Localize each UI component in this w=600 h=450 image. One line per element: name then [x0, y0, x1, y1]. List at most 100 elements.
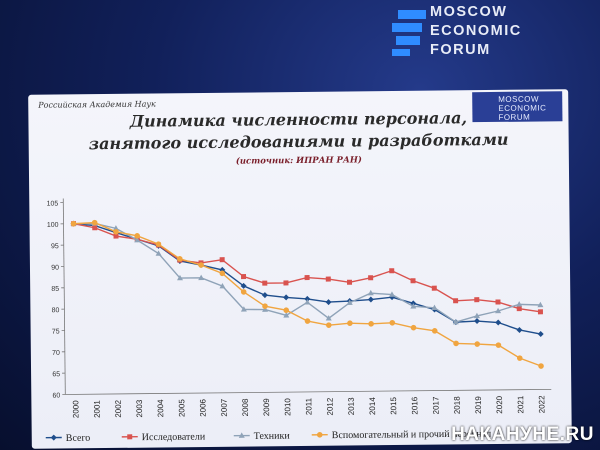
y-tick-label: 90: [51, 265, 59, 272]
y-tick-label: 85: [51, 286, 59, 293]
x-tick-label: 2004: [156, 399, 165, 417]
x-tick-label: 2009: [262, 398, 271, 416]
forum-logo-line3: FORUM: [430, 42, 491, 58]
x-tick-label: 2000: [71, 400, 80, 418]
x-tick-label: 2012: [326, 397, 335, 415]
legend-label-researchers: Исследователи: [142, 431, 206, 443]
data-point-technicians: [537, 301, 544, 308]
data-point-support: [134, 233, 140, 239]
data-point-researchers: [241, 274, 247, 280]
data-point-support: [495, 342, 502, 348]
data-point-total: [495, 319, 502, 326]
legend-label-technicians: Техники: [254, 431, 291, 442]
legend-marker-technicians: [238, 432, 245, 438]
data-point-total: [367, 296, 374, 303]
data-point-support: [198, 262, 204, 268]
data-point-researchers: [113, 233, 119, 239]
data-point-support: [325, 322, 332, 328]
data-point-support: [113, 228, 119, 235]
x-tick-label: 2002: [114, 399, 123, 417]
y-tick-label: 105: [47, 201, 59, 208]
data-point-technicians: [495, 307, 502, 314]
data-point-technicians: [346, 299, 353, 305]
data-point-researchers: [368, 275, 374, 281]
x-tick-label: 2017: [431, 396, 440, 414]
data-point-technicians: [112, 225, 119, 231]
x-tick-label: 2019: [474, 396, 483, 414]
y-tick-label: 95: [51, 243, 59, 250]
x-tick-label: 2005: [177, 399, 186, 417]
data-point-technicians: [155, 250, 162, 256]
legend-marker-total: [50, 434, 57, 441]
data-point-support: [410, 324, 417, 331]
presentation-slide: Российская Академия Наук MOSCOW ECONOMIC…: [28, 89, 572, 449]
data-point-technicians: [283, 312, 290, 318]
data-point-total: [516, 326, 523, 333]
forum-logo-line1: MOSCOW: [430, 4, 508, 20]
data-point-technicians: [198, 274, 205, 281]
y-tick-label: 60: [52, 393, 60, 400]
data-point-support: [538, 363, 544, 369]
x-tick-label: 2011: [304, 397, 313, 415]
data-point-researchers: [410, 278, 416, 284]
x-tick-label: 2006: [198, 398, 207, 416]
data-point-researchers: [537, 309, 543, 315]
data-point-support: [431, 328, 438, 334]
data-point-technicians: [410, 303, 417, 309]
data-point-technicians: [304, 299, 311, 305]
forum-logo-line2: ECONOMIC: [430, 23, 522, 39]
x-tick-label: 2018: [453, 396, 462, 414]
data-point-support: [368, 321, 374, 327]
data-point-researchers: [219, 257, 225, 263]
data-point-total: [240, 282, 247, 289]
data-point-researchers: [431, 285, 437, 291]
forum-logo: MOSCOW ECONOMIC FORUM: [392, 4, 592, 62]
data-point-researchers: [283, 280, 289, 286]
data-point-support: [70, 220, 77, 227]
x-tick-label: 2007: [220, 398, 229, 416]
data-point-technicians: [516, 301, 523, 307]
legend-label-support: Вспомогательный и прочий персонал: [332, 429, 492, 442]
data-point-total: [304, 295, 311, 302]
data-point-support: [453, 340, 459, 347]
y-tick-label: 100: [47, 222, 59, 229]
y-axis-line: [62, 198, 66, 395]
x-tick-label: 2001: [93, 400, 102, 418]
data-point-total: [537, 331, 544, 338]
data-point-support: [304, 318, 311, 324]
x-tick-label: 2015: [389, 396, 398, 414]
data-point-technicians: [134, 236, 141, 243]
data-point-support: [283, 307, 290, 314]
data-point-technicians: [240, 306, 247, 312]
data-point-support: [155, 241, 162, 247]
data-point-total: [261, 292, 268, 299]
legend-label-total: Всего: [66, 433, 91, 444]
line-chart: 60 65 70 75 80 85 90 95 100 105 2000 2001 2002 2003 20…: [45, 198, 552, 444]
data-point-researchers: [262, 280, 268, 286]
x-tick-label: 2013: [347, 397, 356, 415]
data-point-support: [262, 303, 268, 309]
data-point-support: [347, 320, 353, 327]
data-point-researchers: [516, 306, 522, 312]
data-point-total: [474, 318, 481, 325]
x-tick-label: 2010: [283, 398, 292, 416]
data-point-technicians: [452, 318, 459, 325]
data-point-support: [474, 341, 481, 347]
y-tick-label: 70: [52, 350, 60, 357]
data-point-technicians: [473, 312, 480, 319]
data-point-support: [240, 289, 247, 295]
data-point-technicians: [219, 282, 226, 289]
data-point-total: [325, 299, 332, 306]
data-point-researchers: [92, 225, 98, 231]
y-tick-label: 75: [52, 329, 60, 336]
watermark: НАКАНУНЕ.RU: [451, 424, 594, 445]
data-point-support: [389, 319, 396, 326]
x-tick-label: 2020: [495, 395, 504, 413]
data-point-technicians: [367, 289, 374, 296]
legend-marker-support: [316, 432, 323, 438]
series-line-technicians: [73, 222, 541, 323]
data-point-researchers: [453, 298, 459, 304]
x-tick-label: 2003: [135, 399, 144, 417]
data-point-researchers: [389, 268, 395, 274]
